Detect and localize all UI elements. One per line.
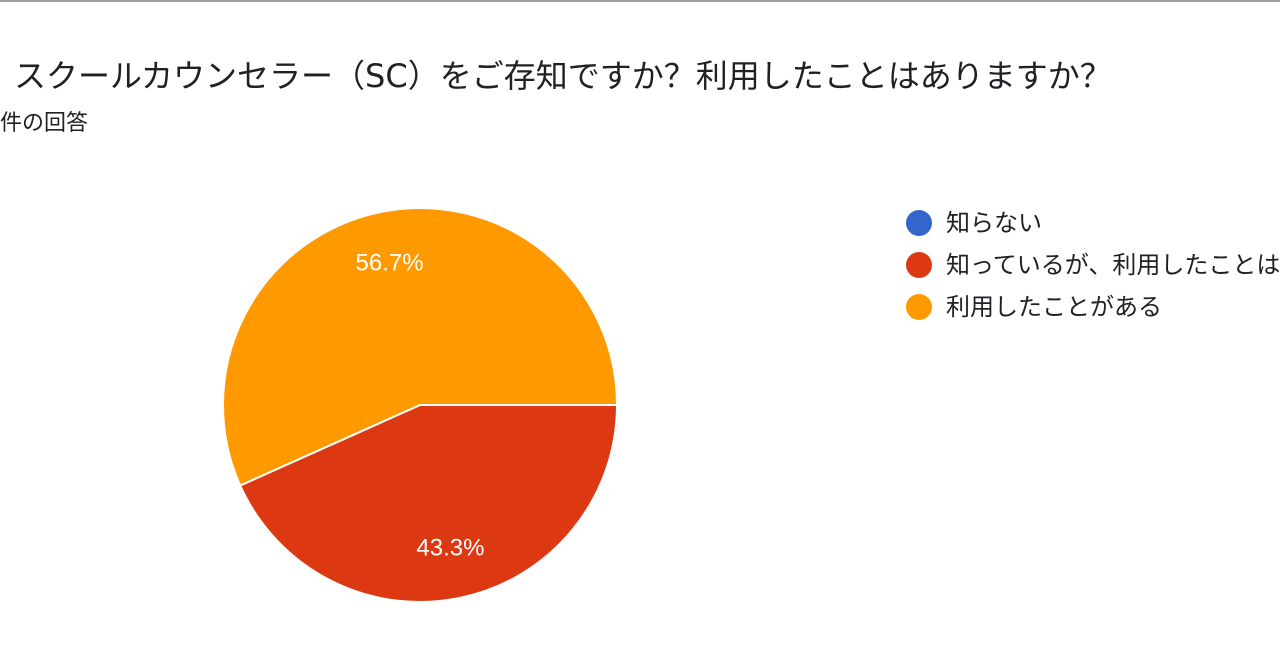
legend-label-known-not-used: 知っているが、利用したことはない bbox=[946, 251, 1280, 279]
pie-slice-1[interactable] bbox=[238, 404, 619, 603]
legend-swatch-used bbox=[906, 294, 932, 320]
pie-slice-2[interactable] bbox=[222, 206, 619, 487]
pie-slice-label-2: 56.7% bbox=[356, 249, 424, 276]
pie-chart: 43.3% 56.7% bbox=[222, 206, 619, 603]
pie-slice-label-1: 43.3% bbox=[416, 535, 484, 562]
top-divider bbox=[0, 0, 1280, 2]
legend-swatch-not-known bbox=[906, 210, 932, 236]
chart-title: スクールカウンセラー（SC）をご存知ですか？利用したことはありますか？ bbox=[14, 57, 1112, 95]
legend-label-not-known: 知らない bbox=[946, 209, 1042, 237]
legend: 知らない 知っているが、利用したことはない 利用したことがある bbox=[906, 202, 1280, 328]
legend-label-used: 利用したことがある bbox=[946, 293, 1162, 321]
legend-item-used[interactable]: 利用したことがある bbox=[906, 286, 1280, 328]
legend-item-not-known[interactable]: 知らない bbox=[906, 202, 1280, 244]
response-count: 件の回答 bbox=[0, 111, 89, 136]
legend-swatch-known-not-used bbox=[906, 252, 932, 278]
legend-item-known-not-used[interactable]: 知っているが、利用したことはない bbox=[906, 244, 1280, 286]
